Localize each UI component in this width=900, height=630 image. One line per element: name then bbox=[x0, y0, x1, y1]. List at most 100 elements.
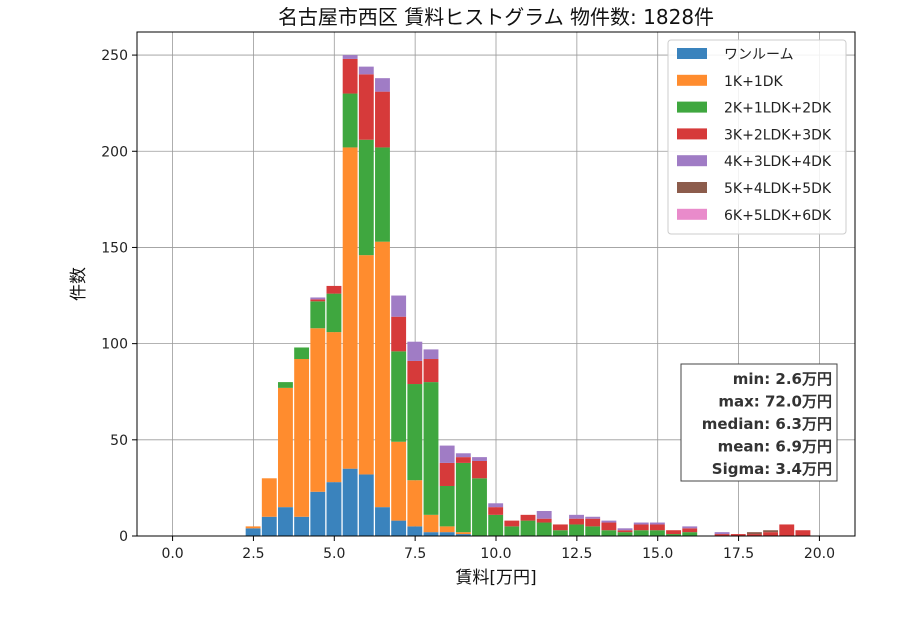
histogram-bar bbox=[455, 534, 471, 536]
histogram-bar bbox=[423, 514, 439, 533]
histogram-bar bbox=[585, 518, 601, 527]
legend-label: 5K+4LDK+5DK bbox=[724, 181, 832, 197]
histogram-bars bbox=[245, 55, 811, 536]
histogram-bar bbox=[326, 332, 342, 483]
histogram-bar bbox=[261, 516, 277, 536]
histogram-bar bbox=[601, 520, 617, 523]
legend-label: 4K+3LDK+4DK bbox=[724, 154, 832, 170]
histogram-bar bbox=[326, 293, 342, 333]
legend-swatch bbox=[677, 208, 707, 220]
histogram-bar bbox=[310, 328, 326, 492]
histogram-bar bbox=[601, 522, 617, 531]
histogram-bar bbox=[342, 147, 358, 469]
histogram-bar bbox=[407, 341, 423, 361]
histogram-bar bbox=[439, 462, 455, 486]
axis-ticks: 0.0 2.5 5.0 7.5 10.0 12.5 15.0 17.5 20.0 0 50 100 15… bbox=[101, 48, 835, 562]
histogram-bar bbox=[552, 530, 568, 536]
histogram-bar bbox=[294, 516, 310, 536]
histogram-bar bbox=[536, 522, 552, 536]
y-tick-label: 250 bbox=[101, 48, 128, 64]
x-tick-label: 17.5 bbox=[723, 546, 754, 562]
histogram-bar bbox=[261, 478, 277, 517]
histogram-bar bbox=[585, 526, 601, 536]
histogram-bar bbox=[342, 93, 358, 148]
legend-swatch bbox=[677, 155, 707, 167]
histogram-bar bbox=[391, 520, 407, 536]
histogram-bar bbox=[310, 299, 326, 302]
histogram-bar bbox=[342, 55, 358, 59]
histogram-bar bbox=[245, 528, 261, 536]
histogram-bar bbox=[520, 520, 536, 536]
histogram-bar bbox=[310, 297, 326, 300]
histogram-bar bbox=[569, 514, 584, 519]
histogram-bar bbox=[763, 532, 779, 536]
histogram-bar bbox=[310, 491, 326, 536]
histogram-bar bbox=[504, 526, 520, 536]
histogram-bar bbox=[617, 532, 633, 536]
histogram-bar bbox=[601, 530, 617, 536]
histogram-bar bbox=[326, 482, 342, 536]
histogram-bar bbox=[326, 285, 342, 294]
stats-line: mean: 6.9万円 bbox=[718, 438, 832, 456]
histogram-bar bbox=[342, 468, 358, 536]
histogram-bar bbox=[342, 58, 358, 94]
stats-line: median: 6.3万円 bbox=[702, 415, 832, 433]
y-tick-label: 100 bbox=[101, 337, 128, 353]
histogram-bar bbox=[536, 518, 552, 523]
histogram-bar bbox=[375, 241, 390, 508]
histogram-bar bbox=[310, 301, 326, 329]
legend-label: ワンルーム bbox=[724, 47, 794, 63]
histogram-bar bbox=[472, 478, 487, 536]
histogram-bar bbox=[488, 514, 504, 536]
histogram-bar bbox=[682, 528, 698, 533]
histogram-bar bbox=[358, 474, 374, 536]
y-tick-label: 0 bbox=[119, 529, 128, 545]
legend-swatch bbox=[677, 74, 707, 86]
histogram-bar bbox=[278, 382, 293, 388]
histogram-bar bbox=[633, 524, 649, 531]
histogram-bar bbox=[245, 526, 261, 529]
histogram-bar bbox=[294, 347, 310, 360]
legend-swatch bbox=[677, 101, 707, 113]
x-tick-label: 5.0 bbox=[323, 546, 345, 562]
histogram-bar bbox=[375, 91, 390, 148]
histogram-bar bbox=[779, 524, 795, 536]
histogram-bar bbox=[423, 382, 439, 515]
histogram-bar bbox=[730, 534, 746, 536]
histogram-bar bbox=[423, 349, 439, 360]
histogram-bar bbox=[569, 518, 584, 525]
histogram-bar bbox=[358, 74, 374, 140]
histogram-bar bbox=[358, 139, 374, 256]
histogram-bar bbox=[407, 360, 423, 385]
legend-label: 1K+1DK bbox=[724, 74, 784, 90]
histogram-bar bbox=[488, 503, 504, 508]
histogram-bar bbox=[649, 522, 665, 525]
legend-label: 3K+2LDK+3DK bbox=[724, 127, 832, 143]
stats-line: max: 72.0万円 bbox=[718, 393, 832, 411]
histogram-bar bbox=[391, 441, 407, 521]
histogram-bar bbox=[423, 532, 439, 536]
histogram-bar bbox=[455, 457, 471, 463]
histogram-bar bbox=[569, 524, 584, 536]
histogram-bar bbox=[520, 514, 536, 521]
x-tick-label: 12.5 bbox=[561, 546, 592, 562]
stats-line: Sigma: 3.4万円 bbox=[712, 460, 832, 478]
y-axis-label: 件数 bbox=[69, 267, 89, 301]
histogram-bar bbox=[795, 530, 811, 536]
histogram-bar bbox=[375, 507, 390, 536]
histogram-bar bbox=[278, 507, 293, 536]
y-tick-label: 50 bbox=[110, 433, 128, 449]
histogram-bar bbox=[439, 526, 455, 533]
histogram-bar bbox=[407, 526, 423, 536]
histogram-bar bbox=[375, 147, 390, 242]
legend: ワンルーム 1K+1DK 2K+1LDK+2DK 3K+2LDK+3DK 4K+3LDK… bbox=[667, 39, 847, 235]
legend-label: 2K+1LDK+2DK bbox=[724, 101, 832, 117]
histogram-bar bbox=[682, 532, 698, 536]
histogram-bar bbox=[504, 520, 520, 527]
stats-line: min: 2.6万円 bbox=[733, 370, 832, 388]
histogram-bar bbox=[552, 524, 568, 531]
x-tick-label: 0.0 bbox=[161, 546, 183, 562]
histogram-bar bbox=[666, 534, 681, 536]
histogram-bar bbox=[633, 522, 649, 525]
